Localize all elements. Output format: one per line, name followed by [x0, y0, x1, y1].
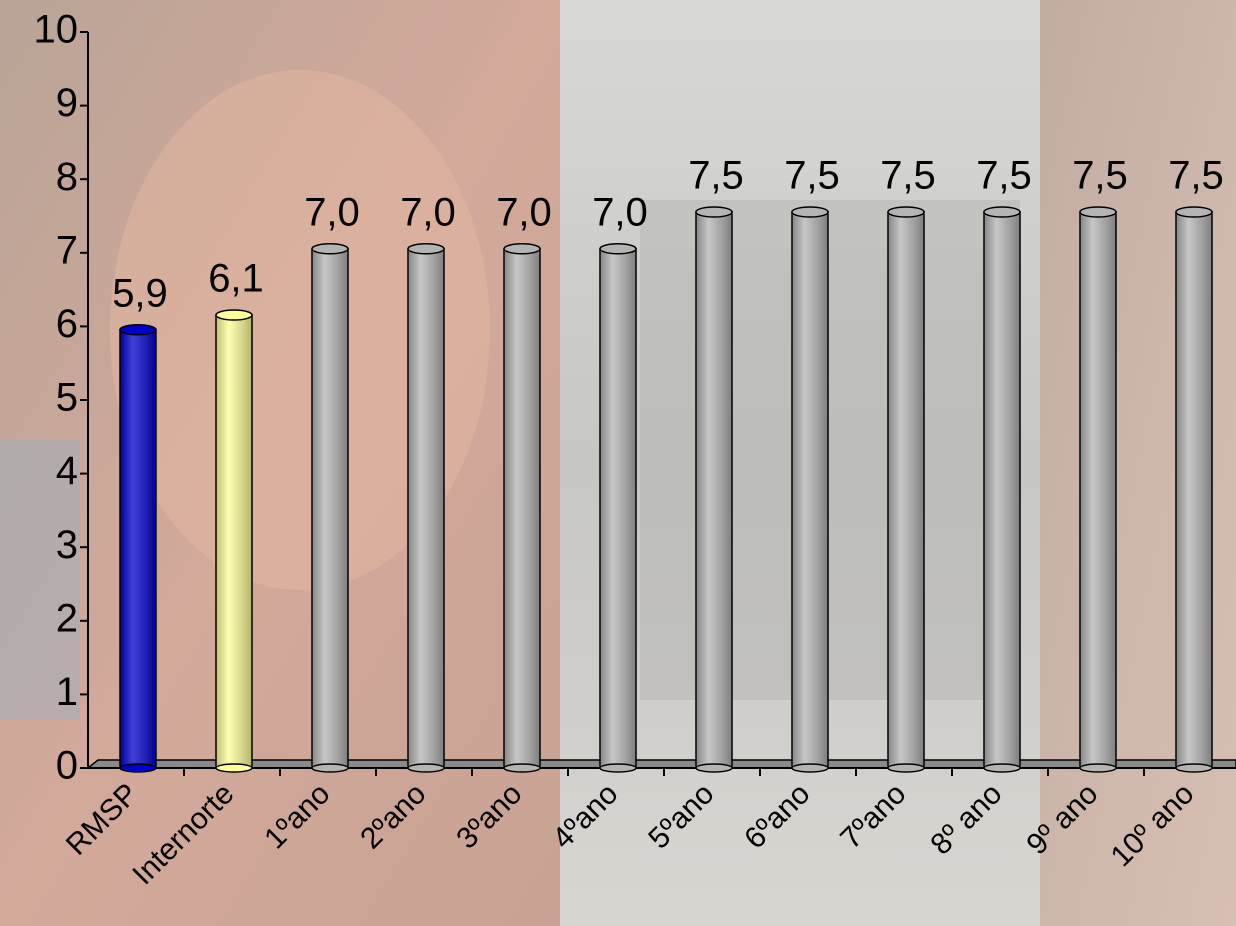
bar-shade: [312, 248, 348, 769]
bar-top: [407, 243, 445, 255]
value-label: 7,5: [880, 154, 936, 198]
y-tick-label: 10: [34, 8, 79, 52]
bar-shade: [792, 212, 828, 768]
bar-top: [599, 243, 637, 255]
bar-top: [983, 206, 1021, 218]
bar-top: [311, 243, 349, 255]
bar-foot: [1079, 763, 1117, 773]
bar-top: [1079, 206, 1117, 218]
value-label: 7,5: [688, 154, 744, 198]
bar-top: [695, 206, 733, 218]
bar-foot: [1175, 763, 1213, 773]
bar-shade: [504, 248, 540, 769]
y-tick-label: 1: [56, 670, 78, 714]
bar-shade: [216, 315, 252, 768]
bar-shade: [1080, 212, 1116, 768]
bar-shade: [408, 248, 444, 769]
value-label: 6,1: [208, 257, 264, 301]
y-tick-label: 7: [56, 228, 78, 272]
value-label: 5,9: [112, 271, 168, 315]
bar-foot: [119, 763, 157, 773]
bar-shade: [888, 212, 924, 768]
value-label: 7,5: [1168, 154, 1224, 198]
value-label: 7,5: [976, 154, 1032, 198]
bar-top: [503, 243, 541, 255]
bar-foot: [311, 763, 349, 773]
y-tick-label: 2: [56, 596, 78, 640]
y-tick-label: 8: [56, 155, 78, 199]
y-tick-label: 6: [56, 302, 78, 346]
y-tick-label: 0: [56, 744, 78, 788]
floor: [85, 759, 1236, 769]
value-label: 7,0: [304, 190, 360, 234]
bar-shade: [1176, 212, 1212, 768]
bar-shade: [120, 329, 156, 768]
y-tick-label: 5: [56, 376, 78, 420]
value-label: 7,0: [400, 190, 456, 234]
bar-top: [887, 206, 925, 218]
bar-foot: [887, 763, 925, 773]
bar-foot: [695, 763, 733, 773]
value-label: 7,5: [1072, 154, 1128, 198]
bar-foot: [407, 763, 445, 773]
bar-foot: [215, 763, 253, 773]
y-tick-label: 9: [56, 81, 78, 125]
value-label: 7,0: [496, 190, 552, 234]
bar-top: [791, 206, 829, 218]
bar-top: [119, 324, 157, 336]
bar-shade: [984, 212, 1020, 768]
bar-foot: [503, 763, 541, 773]
bar-shade: [600, 248, 636, 769]
bar-top: [215, 309, 253, 321]
y-tick-label: 3: [56, 523, 78, 567]
bar-foot: [983, 763, 1021, 773]
bar-top: [1175, 206, 1213, 218]
bar-shade: [696, 212, 732, 768]
y-tick-label: 4: [56, 449, 78, 493]
bar-foot: [791, 763, 829, 773]
value-label: 7,0: [592, 190, 648, 234]
value-label: 7,5: [784, 154, 840, 198]
bar-foot: [599, 763, 637, 773]
